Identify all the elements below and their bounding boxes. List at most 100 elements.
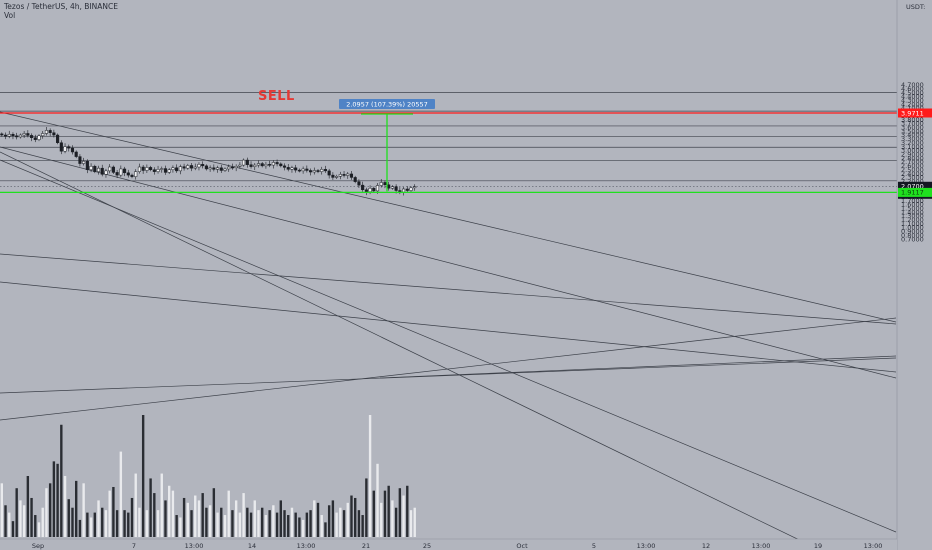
volume-bar (275, 512, 279, 537)
x-tick-label: Oct (516, 542, 528, 550)
volume-bar (0, 483, 4, 537)
volume-bar (368, 415, 372, 537)
volume-bar (320, 515, 323, 537)
candle-body (22, 133, 26, 136)
candle-body (275, 162, 279, 165)
volume-bar (257, 510, 260, 537)
volume-bar (346, 502, 349, 537)
candle-body (409, 187, 413, 191)
candle-body (331, 174, 335, 178)
candle-body (375, 185, 380, 192)
volume-bar (160, 473, 163, 537)
time-axis[interactable]: Sep 7 13:00 14 13:00 21 25 Oct 5 13:00 12 13:00 19 13… (0, 538, 897, 550)
volume-bar (316, 502, 320, 537)
volume-bar (350, 495, 353, 537)
candle-body (171, 167, 175, 170)
candle-body (402, 188, 406, 193)
candle-body (111, 166, 115, 173)
y-tick-label: 3.8000 (901, 116, 924, 124)
candle-body (242, 159, 246, 166)
volume-bar (298, 517, 301, 537)
volume-bar (104, 510, 108, 537)
volume-bar (234, 500, 238, 537)
candle-body (37, 135, 41, 140)
volume-bar (93, 512, 96, 537)
volume-bar (112, 486, 115, 537)
trend-line (0, 159, 897, 533)
volume-bar (171, 490, 175, 537)
volume-bar (71, 507, 74, 537)
candle-body (383, 182, 387, 185)
support-resistance-lines (0, 112, 897, 194)
price-axis[interactable]: USDT: 0.70000.80000.90001.00001.10001.200… (896, 0, 932, 550)
trend-line (0, 357, 897, 394)
candle-body (0, 133, 4, 136)
volume-bar (264, 515, 268, 537)
trend-line (0, 317, 897, 421)
measure-label: 2.0957 (107.39%) 20557 (346, 101, 428, 109)
volume-bar (82, 483, 85, 537)
candle-body (271, 162, 275, 166)
candle-body (137, 166, 141, 172)
y-tick-label: 2.4000 (901, 170, 924, 178)
candle-body (167, 169, 171, 173)
volume-bar (75, 480, 78, 537)
candle-body (67, 146, 71, 149)
candle-body (256, 163, 261, 166)
volume-bar (335, 512, 338, 537)
candle-body (115, 172, 119, 176)
candle-body (260, 163, 264, 167)
volume-bar (86, 512, 89, 537)
volume-bar (365, 478, 368, 537)
candle-body (44, 130, 48, 134)
volume-bar (249, 512, 253, 537)
candle-body (18, 134, 22, 138)
candle-body (56, 134, 60, 143)
candle-body (178, 166, 182, 172)
volume-label: Vol (4, 11, 16, 20)
candle-body (294, 167, 298, 171)
price-tag (898, 187, 932, 197)
candle-body (219, 167, 223, 171)
y-tick-label: 3.3000 (901, 135, 924, 143)
trend-lines (0, 111, 897, 550)
y-tick-label: 2.5000 (901, 166, 924, 174)
y-tick-label: 2.2000 (901, 177, 924, 185)
candle-body (305, 168, 309, 171)
trend-line (0, 253, 897, 325)
candle-body (93, 165, 97, 172)
volume-bar (272, 505, 275, 537)
x-tick-label: 13:00 (637, 542, 656, 550)
y-tick-label: 4.6000 (901, 85, 924, 93)
volume-bar (22, 505, 26, 537)
y-tick-label: 3.4000 (901, 131, 924, 139)
candle-body (286, 167, 290, 170)
volume-bar (253, 500, 256, 537)
volume-bar (26, 476, 30, 537)
volume-bar (119, 451, 123, 537)
volume-bar (398, 488, 402, 537)
volume-bar (134, 473, 137, 537)
y-tick-label: 2.7000 (901, 158, 924, 166)
candle-body (15, 135, 19, 138)
candle-body (208, 167, 212, 170)
volume-bar (48, 483, 52, 537)
measure-label-box (339, 99, 435, 109)
trend-line (0, 146, 897, 379)
candle-body (63, 146, 67, 152)
candle-body (82, 160, 86, 164)
candle-body (372, 187, 376, 192)
x-tick-label: 7 (132, 542, 136, 550)
candle-body (48, 130, 52, 133)
candle-body (182, 166, 186, 169)
x-tick-label: 14 (248, 542, 256, 550)
volume-bar (305, 512, 309, 537)
volume-bar (63, 476, 67, 537)
y-tick-label: 4.7000 (901, 81, 924, 89)
candle-body (197, 164, 201, 168)
volume-bar (168, 485, 171, 537)
candle-body (223, 168, 227, 171)
volume-bar (242, 493, 245, 537)
y-tick-label: 2.6000 (901, 162, 924, 170)
